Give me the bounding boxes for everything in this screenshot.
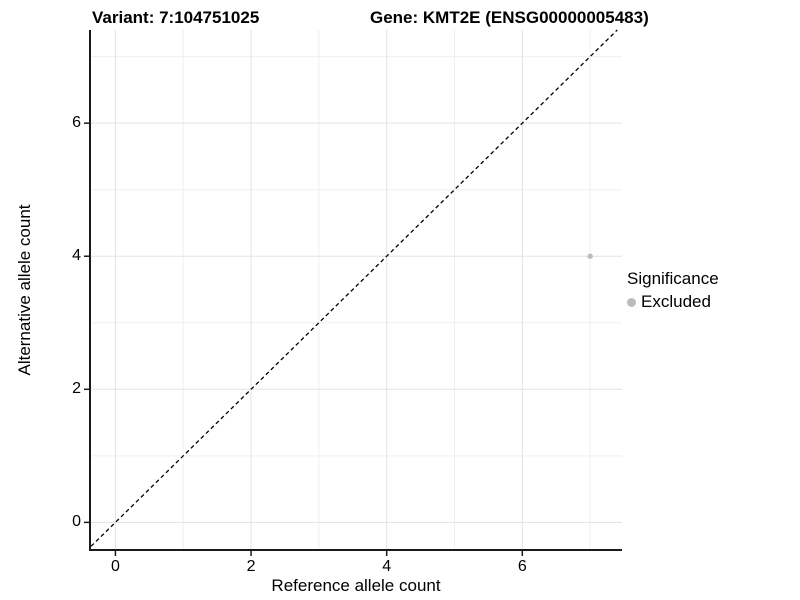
legend: Significance Excluded [627, 269, 719, 312]
plot-panel [84, 29, 622, 556]
x-tick-label-4: 4 [382, 558, 392, 575]
identity-line [90, 29, 618, 547]
gene-title: Gene: KMT2E (ENSG00000005483) [370, 8, 649, 27]
y-tick-label-6: 6 [72, 114, 81, 132]
x-tick-label-6: 6 [517, 558, 527, 575]
legend-item-excluded: Excluded [627, 292, 719, 312]
data-point [587, 253, 593, 259]
x-tick-label-2: 2 [246, 558, 256, 575]
x-axis-label: Reference allele count [271, 576, 441, 595]
variant-title: Variant: 7:104751025 [92, 8, 260, 27]
excluded-point-icon [627, 297, 636, 307]
y-tick-label-2: 2 [72, 380, 81, 398]
y-tick-label-0: 0 [72, 513, 81, 531]
legend-item-label: Excluded [641, 292, 711, 311]
y-tick-label-4: 4 [72, 247, 81, 265]
y-axis-label: Alternative allele count [15, 204, 34, 376]
x-tick-label-0: 0 [110, 558, 120, 575]
legend-title: Significance [627, 269, 719, 288]
plot-canvas [84, 29, 622, 556]
